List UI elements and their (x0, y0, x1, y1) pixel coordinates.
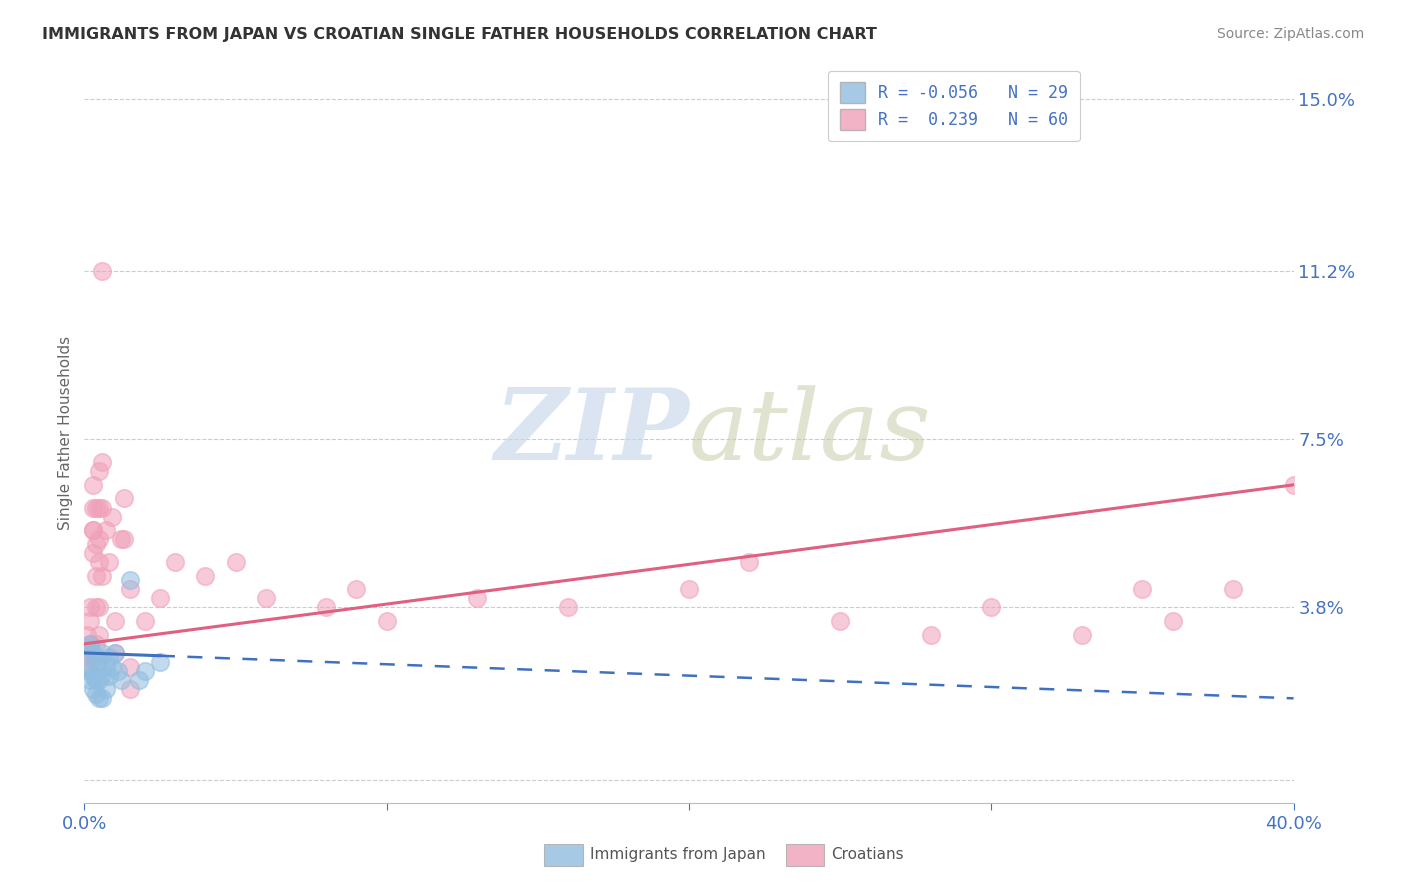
Point (104, 646, 127, 660)
Point (89, 655, 111, 669)
Point (82, 523, 104, 537)
Text: Source: ZipAtlas.com: Source: ZipAtlas.com (1216, 27, 1364, 41)
Point (79, 600, 101, 615)
Point (91, 691, 114, 706)
Point (1161, 614, 1184, 628)
Point (97, 555, 120, 569)
Point (1071, 628, 1094, 642)
Point (89, 555, 111, 569)
Point (86, 637, 108, 651)
Point (86, 537, 108, 551)
Point (104, 646, 127, 660)
Point (112, 491, 135, 506)
Point (678, 582, 700, 597)
Point (254, 591, 277, 606)
Point (375, 614, 398, 628)
Point (86, 568, 108, 582)
Point (557, 600, 579, 615)
Point (89, 673, 111, 688)
Point (91, 646, 114, 660)
Point (86, 687, 108, 701)
Point (91, 455, 114, 469)
Point (82, 646, 104, 660)
Point (225, 555, 247, 569)
Point (194, 568, 217, 582)
Point (79, 637, 101, 651)
Legend: R = -0.056   N = 29, R =  0.239   N = 60: R = -0.056 N = 29, R = 0.239 N = 60 (828, 70, 1080, 142)
Point (79, 614, 101, 628)
Point (346, 582, 368, 597)
Point (134, 614, 156, 628)
Point (118, 582, 141, 597)
Point (76, 659, 98, 673)
Point (79, 650, 101, 665)
Point (91, 668, 114, 682)
Point (86, 655, 108, 669)
Point (1130, 582, 1153, 597)
FancyBboxPatch shape (786, 844, 824, 866)
Point (89, 691, 111, 706)
Point (76, 659, 98, 673)
Point (76, 646, 98, 660)
Point (97, 668, 120, 682)
Point (94, 682, 117, 697)
Point (104, 614, 127, 628)
Text: atlas: atlas (689, 385, 932, 480)
Point (89, 533, 111, 547)
Point (82, 546, 104, 560)
Point (1282, 478, 1305, 492)
Point (110, 673, 132, 688)
Point (86, 600, 108, 615)
Point (89, 628, 111, 642)
Point (82, 523, 104, 537)
Point (830, 614, 852, 628)
Point (110, 533, 132, 547)
Point (82, 682, 104, 697)
Point (149, 591, 172, 606)
Point (82, 668, 104, 682)
Point (118, 659, 141, 673)
Point (76, 641, 98, 656)
Point (91, 568, 114, 582)
Point (89, 600, 111, 615)
Point (149, 655, 172, 669)
Point (82, 500, 104, 515)
Point (86, 500, 108, 515)
Point (134, 664, 156, 678)
Point (738, 555, 761, 569)
Point (91, 500, 114, 515)
Point (128, 673, 150, 688)
Point (118, 573, 141, 587)
Point (165, 555, 187, 569)
Y-axis label: Single Father Households: Single Father Households (58, 335, 73, 530)
Point (107, 664, 129, 678)
Point (79, 673, 101, 688)
Point (1222, 582, 1244, 597)
Point (118, 682, 141, 697)
Point (94, 659, 117, 673)
Point (980, 600, 1002, 615)
Point (112, 533, 135, 547)
Point (86, 650, 108, 665)
Point (79, 664, 101, 678)
Text: ZIP: ZIP (494, 384, 689, 481)
Point (91, 264, 114, 278)
Point (100, 659, 122, 673)
Point (315, 600, 337, 615)
Point (86, 673, 108, 688)
Point (920, 628, 942, 642)
Point (94, 523, 117, 537)
Point (467, 591, 489, 606)
Point (97, 650, 120, 665)
Point (82, 478, 104, 492)
Point (89, 464, 111, 478)
Text: IMMIGRANTS FROM JAPAN VS CROATIAN SINGLE FATHER HOUSEHOLDS CORRELATION CHART: IMMIGRANTS FROM JAPAN VS CROATIAN SINGLE… (42, 27, 877, 42)
Point (89, 500, 111, 515)
FancyBboxPatch shape (544, 844, 582, 866)
Point (79, 637, 101, 651)
Point (100, 509, 122, 524)
Point (76, 628, 98, 642)
Text: Immigrants from Japan: Immigrants from Japan (589, 847, 765, 863)
Text: Croatians: Croatians (831, 847, 904, 863)
